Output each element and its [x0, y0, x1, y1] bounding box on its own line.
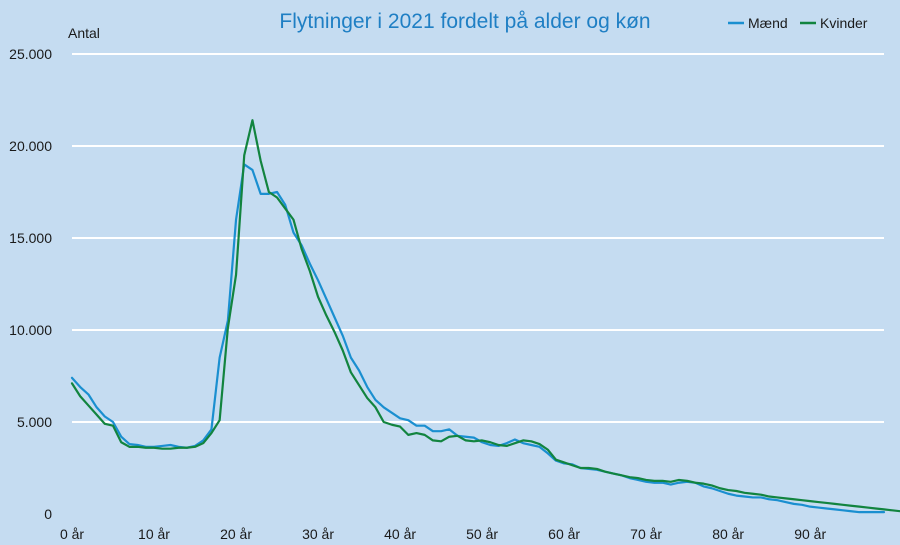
- y-tick-label: 10.000: [9, 322, 52, 338]
- y-axis-ticks: 0 5.000 10.000 15.000 20.000 25.000: [9, 46, 52, 522]
- x-tick-label: 70 år: [630, 526, 662, 542]
- x-tick-label: 30 år: [302, 526, 334, 542]
- x-axis-ticks: 0 år 10 år 20 år 30 år 40 år 50 år 60 år 70 år 8…: [60, 526, 827, 542]
- y-axis-label: Antal: [68, 25, 100, 41]
- x-tick-label: 90 år: [794, 526, 826, 542]
- y-tick-label: 25.000: [9, 46, 52, 62]
- x-tick-label: 20 år: [220, 526, 252, 542]
- legend: Mænd Kvinder: [728, 15, 868, 31]
- x-tick-label: 40 år: [384, 526, 416, 542]
- x-tick-label: 60 år: [548, 526, 580, 542]
- x-tick-label: 10 år: [138, 526, 170, 542]
- y-tick-label: 5.000: [17, 414, 52, 430]
- x-tick-label: 0 år: [60, 526, 84, 542]
- chart-title: Flytninger i 2021 fordelt på alder og kø…: [279, 10, 650, 33]
- y-tick-label: 15.000: [9, 230, 52, 246]
- y-tick-label: 0: [44, 506, 52, 522]
- legend-label: Kvinder: [820, 15, 868, 31]
- series-line-kvinder: [70, 119, 900, 513]
- y-tick-label: 20.000: [9, 138, 52, 154]
- grid-lines: [72, 53, 884, 423]
- legend-label: Mænd: [748, 15, 788, 31]
- series-layer: [70, 119, 900, 514]
- x-tick-label: 50 år: [466, 526, 498, 542]
- x-tick-label: 80 år: [712, 526, 744, 542]
